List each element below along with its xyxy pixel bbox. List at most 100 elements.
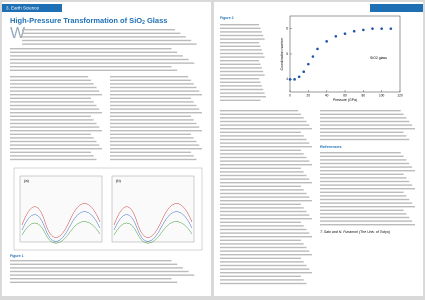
text-line	[320, 162, 410, 165]
text-line	[220, 200, 312, 202]
text-line	[10, 115, 91, 117]
text-line	[10, 140, 97, 143]
data-point	[389, 27, 393, 30]
text-line	[320, 180, 410, 183]
data-point	[288, 78, 292, 81]
text-line	[220, 189, 304, 191]
text-line	[220, 128, 312, 130]
text-line	[220, 236, 312, 238]
title-text: High-Pressure Transformation of SiO	[10, 16, 142, 25]
text-line	[220, 56, 265, 58]
text-line	[220, 96, 266, 98]
text-line	[220, 192, 307, 195]
text-line	[110, 140, 197, 143]
y-tick-label: 6	[286, 27, 288, 31]
text-line	[320, 110, 401, 112]
text-line	[10, 119, 94, 121]
panel-b-label: (b)	[116, 178, 122, 183]
x-axis-label: Pressure (GPa)	[333, 98, 357, 102]
text-line	[220, 135, 304, 137]
text-line	[10, 278, 172, 280]
text-line	[320, 152, 401, 154]
x-tick-label: 80	[362, 93, 366, 97]
figure2-chart: 0 20 40 60 80 100 120 4 5 6 Pressure (GPa) Coordina…	[280, 15, 403, 102]
text-line	[220, 254, 312, 256]
text-line	[220, 153, 304, 155]
text-line	[110, 126, 200, 128]
text-line	[10, 122, 97, 125]
text-line	[110, 144, 200, 146]
text-line	[220, 45, 261, 47]
text-line	[220, 120, 307, 123]
text-line	[10, 133, 91, 135]
panel-curves	[21, 203, 193, 244]
text-line	[220, 74, 265, 76]
text-line	[220, 88, 264, 91]
text-line	[220, 232, 310, 234]
text-line	[10, 281, 178, 283]
text-line	[220, 60, 260, 62]
text-line	[320, 216, 410, 219]
text-line	[110, 137, 194, 139]
text-line	[220, 92, 265, 94]
figure2-label: Figure 2	[220, 16, 234, 20]
text-line	[22, 39, 192, 42]
text-line	[320, 117, 407, 119]
text-line	[320, 213, 407, 215]
y-tick-label: 4	[286, 77, 288, 81]
text-line	[110, 90, 200, 92]
text-line	[220, 218, 312, 220]
authors: T. Sato and N. Funamori (The Univ. of To…	[320, 230, 390, 234]
text-line	[220, 196, 310, 198]
figure1-frame	[13, 167, 203, 251]
text-line	[220, 239, 301, 241]
plot-area	[289, 15, 401, 93]
text-line	[10, 101, 94, 103]
text-line	[320, 206, 415, 208]
text-line	[110, 148, 202, 150]
title-end: Glass	[145, 16, 168, 25]
text-line	[220, 250, 310, 252]
text-line	[10, 86, 97, 89]
y-tick-label: 5	[286, 52, 288, 56]
text-line	[220, 142, 310, 144]
text-line	[320, 191, 404, 193]
text-line	[220, 185, 301, 187]
text-line	[220, 160, 310, 162]
text-line	[110, 119, 194, 121]
text-line	[110, 115, 191, 117]
text-line	[10, 76, 89, 78]
text-line	[220, 282, 307, 285]
text-line	[220, 38, 265, 40]
text-line	[220, 27, 261, 29]
panel-b	[111, 175, 195, 243]
text-line	[220, 203, 301, 205]
panel-a-label: (a)	[24, 178, 30, 183]
text-line	[220, 257, 301, 259]
text-line	[10, 62, 195, 64]
text-line	[110, 97, 191, 99]
text-line	[220, 246, 307, 249]
section-label: 3. Earth Science	[6, 6, 40, 11]
text-line	[320, 138, 410, 141]
text-line	[220, 42, 260, 44]
text-line	[10, 83, 94, 85]
section-band-right	[370, 4, 423, 12]
text-line	[10, 112, 102, 114]
data-point	[316, 47, 319, 51]
text-line	[10, 51, 178, 53]
data-point	[297, 75, 301, 79]
data-point	[307, 62, 310, 66]
text-line	[320, 131, 404, 133]
text-line	[10, 97, 91, 99]
references-title: References	[320, 144, 342, 149]
text-line	[220, 221, 301, 223]
text-line	[220, 149, 301, 151]
text-line	[220, 228, 307, 231]
title-sub: 2	[142, 20, 145, 26]
data-point	[293, 78, 296, 81]
text-line	[320, 184, 413, 186]
text-line	[320, 202, 413, 204]
text-line	[10, 58, 189, 61]
